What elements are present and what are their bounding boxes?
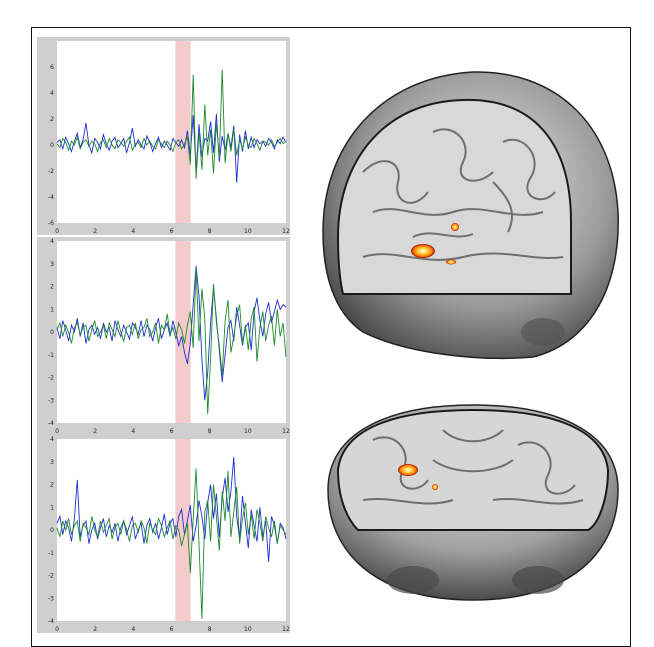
activation-blob-large	[411, 244, 435, 258]
y-tick-label: 2	[50, 482, 54, 489]
y-tick-label: 1	[50, 504, 54, 511]
x-tick-label: 6	[170, 428, 174, 435]
x-tick-label: 4	[131, 428, 135, 435]
x-tick-label: 4	[131, 626, 135, 633]
y-tick-label: 4	[50, 238, 54, 245]
activation-blob-axial-small	[432, 484, 438, 490]
y-tick-label: 1	[50, 306, 54, 313]
y-tick-label: -3	[48, 595, 54, 602]
highlight-window	[175, 41, 191, 223]
x-tick-label: 6	[170, 626, 174, 633]
x-tick-label: 10	[244, 626, 252, 633]
highlight-window	[175, 241, 191, 423]
series-line-green	[56, 268, 287, 414]
y-tick-label: -2	[48, 168, 54, 175]
y-tick-label: -3	[48, 397, 54, 404]
x-tick-label: 10	[244, 428, 252, 435]
x-tick-label: 2	[93, 228, 97, 235]
plot-area	[57, 41, 286, 223]
y-tick-label: 4	[50, 90, 54, 97]
sagittal-brain-image	[303, 62, 623, 362]
y-tick-label: 3	[50, 261, 54, 268]
eeg-chart-svg: 0 2 4 6 8 10 12 -6 -4 -2 0 2 4 6	[48, 41, 290, 235]
cut-plane-axial	[336, 408, 610, 531]
eeg-plot-bottom: 0 2 4 6 8 10 12 -4 -3 -2 -1 0 1 2 3 4	[37, 435, 290, 633]
highlight-window	[175, 439, 191, 621]
series-line-blue	[56, 457, 287, 562]
x-tick-label: 12	[282, 228, 290, 235]
activation-blob-small-1	[451, 223, 459, 231]
x-tick-label: 10	[244, 228, 252, 235]
y-tick-label: 0	[50, 142, 54, 149]
y-tick-label: 2	[50, 116, 54, 123]
y-tick-label: -1	[48, 352, 54, 359]
y-tick-label: -4	[48, 420, 54, 427]
y-tick-label: -1	[48, 550, 54, 557]
x-tick-label: 12	[282, 626, 290, 633]
y-tick-label: -4	[48, 618, 54, 625]
y-tick-label: 4	[50, 436, 54, 443]
eeg-plot-middle: 0 2 4 6 8 10 12 -4 -3 -2 -1 0 1 2 3 4	[37, 237, 290, 435]
y-tick-label: 3	[50, 459, 54, 466]
x-tick-label: 4	[131, 228, 135, 235]
y-tick-label: -2	[48, 573, 54, 580]
activation-blob-small-2	[446, 259, 456, 265]
y-tick-label: -2	[48, 375, 54, 382]
x-tick-label: 6	[170, 228, 174, 235]
series-line-blue	[56, 113, 287, 183]
x-tick-label: 2	[93, 626, 97, 633]
x-tick-label: 8	[208, 228, 212, 235]
y-tick-label: -6	[48, 220, 54, 227]
y-tick-label: 2	[50, 284, 54, 291]
series-line-green	[56, 69, 287, 179]
axial-brain-image	[313, 400, 633, 610]
x-tick-label: 12	[282, 428, 290, 435]
x-tick-label: 8	[208, 626, 212, 633]
cut-plane-sagittal	[336, 98, 572, 295]
x-tick-label: 0	[55, 228, 59, 235]
eeg-plot-top: 0 2 4 6 8 10 12 -6 -4 -2 0 2 4 6	[37, 37, 290, 235]
x-tick-label: 0	[55, 428, 59, 435]
y-tick-label: 0	[50, 329, 54, 336]
activation-blob-axial	[398, 464, 418, 476]
series-line-green	[56, 468, 287, 619]
y-tick-label: 0	[50, 527, 54, 534]
x-tick-label: 0	[55, 626, 59, 633]
x-tick-label: 8	[208, 428, 212, 435]
x-tick-label: 2	[93, 428, 97, 435]
series-line-blue	[56, 265, 287, 401]
y-tick-label: 6	[50, 64, 54, 71]
y-tick-label: -4	[48, 194, 54, 201]
